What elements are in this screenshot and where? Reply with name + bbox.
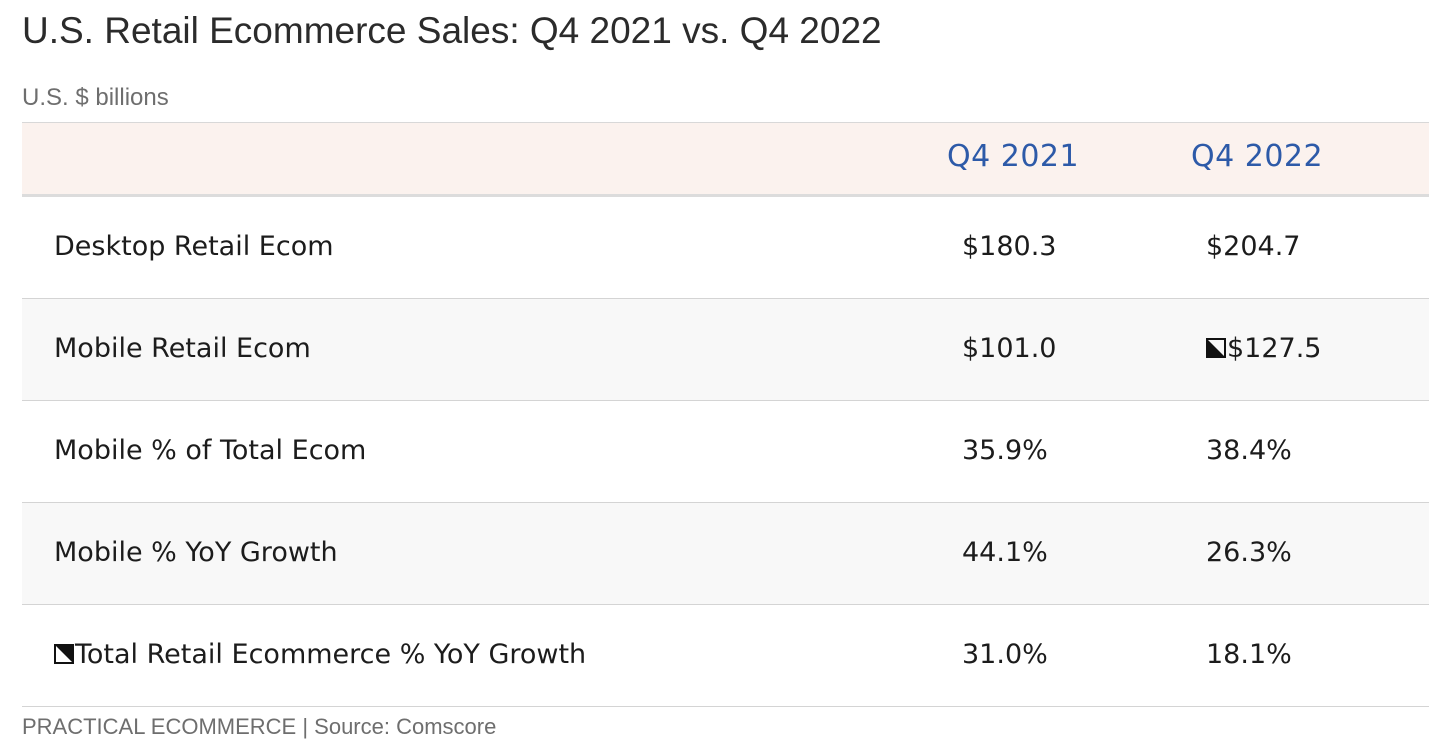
source-footer: PRACTICAL ECOMMERCE | Source: Comscore	[22, 714, 497, 739]
highlight-marker-icon	[54, 644, 74, 664]
row-label: Mobile Retail Ecom	[54, 333, 311, 364]
cell-q4-2021: $101.0	[962, 333, 1057, 364]
chart-title: U.S. Retail Ecommerce Sales: Q4 2021 vs.…	[22, 10, 882, 51]
table-row: Mobile % YoY Growth 44.1% 26.3%	[22, 503, 1429, 605]
cell-q4-2022: 18.1%	[1206, 639, 1292, 670]
cell-q4-2022: 26.3%	[1206, 537, 1292, 568]
table-header-row: Q4 2021 Q4 2022	[22, 123, 1429, 197]
row-label: Total Retail Ecommerce % YoY Growth	[54, 639, 586, 670]
table-row: Mobile Retail Ecom $101.0 $127.5	[22, 299, 1429, 401]
chart-subtitle: U.S. $ billions	[22, 84, 169, 111]
table-row: Total Retail Ecommerce % YoY Growth 31.0…	[22, 605, 1429, 707]
cell-q4-2021: 31.0%	[962, 639, 1048, 670]
cell-q4-2022: $204.7	[1206, 231, 1301, 262]
row-label: Desktop Retail Ecom	[54, 231, 334, 262]
cell-q4-2022: 38.4%	[1206, 435, 1292, 466]
table-row: Desktop Retail Ecom $180.3 $204.7	[22, 197, 1429, 299]
highlight-marker-icon	[1206, 338, 1226, 358]
table-row: Mobile % of Total Ecom 35.9% 38.4%	[22, 401, 1429, 503]
row-label: Mobile % YoY Growth	[54, 537, 338, 568]
row-label-text: Total Retail Ecommerce % YoY Growth	[75, 639, 587, 670]
cell-q4-2021: $180.3	[962, 231, 1057, 262]
column-header-q4-2021: Q4 2021	[947, 139, 1080, 174]
cell-q4-2022: $127.5	[1206, 333, 1321, 364]
row-label: Mobile % of Total Ecom	[54, 435, 367, 466]
cell-value: $127.5	[1227, 333, 1322, 364]
cell-q4-2021: 44.1%	[962, 537, 1048, 568]
column-header-q4-2022: Q4 2022	[1191, 139, 1324, 174]
cell-q4-2021: 35.9%	[962, 435, 1048, 466]
data-table: Q4 2021 Q4 2022 Desktop Retail Ecom $180…	[22, 122, 1429, 707]
